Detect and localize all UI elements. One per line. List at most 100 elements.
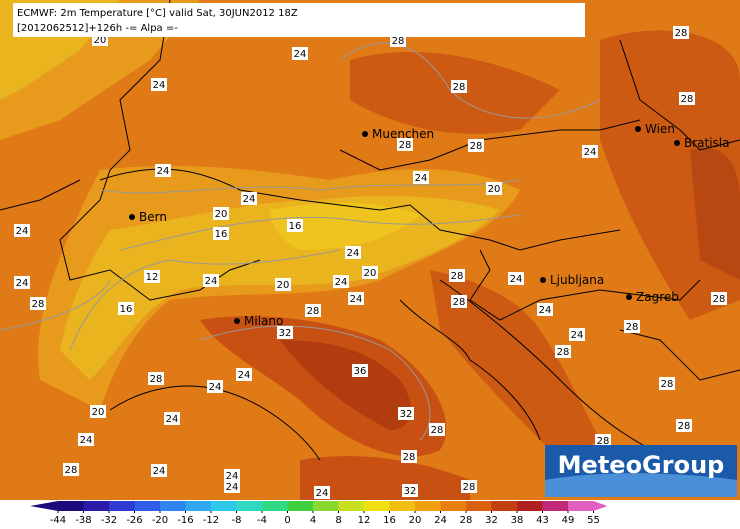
contour-label: 24 (153, 80, 166, 91)
contour-label: 20 (94, 35, 107, 46)
contour-label: 24 (350, 294, 363, 305)
contour-label: 36 (354, 366, 367, 377)
label-box (224, 469, 240, 482)
label-box (348, 292, 364, 305)
colorbar-label: -20 (152, 515, 168, 525)
contour-label: 20 (364, 268, 377, 279)
contour-label: 20 (488, 184, 501, 195)
label-box (63, 463, 79, 476)
contour-label: 24 (205, 276, 218, 287)
contour-label: 24 (209, 382, 222, 393)
label-box (287, 219, 303, 232)
colorbar-segment (466, 501, 492, 511)
contour-label: 24 (166, 414, 179, 425)
city-dot (626, 294, 632, 300)
colorbar-label: -12 (203, 515, 219, 525)
contour-label: 28 (392, 36, 405, 47)
label-box (555, 345, 571, 358)
colorbar-label: -38 (75, 515, 91, 525)
colorbar-segment (440, 501, 467, 511)
label-box (449, 269, 465, 282)
city-dot (635, 126, 641, 132)
colorbar-label: -16 (177, 515, 193, 525)
colorbar-label: -4 (257, 515, 267, 525)
contour-label: 24 (294, 49, 307, 60)
contour-label: 24 (226, 482, 239, 493)
colorbar-label: -44 (50, 515, 66, 525)
label-box (413, 171, 429, 184)
colorbar-label: 20 (409, 515, 422, 525)
label-box (537, 303, 553, 316)
contour-label: 16 (120, 304, 133, 315)
contour-label: 28 (399, 140, 412, 151)
contour-label: 28 (597, 436, 610, 447)
contour-label: 28 (626, 322, 639, 333)
label-box (569, 328, 585, 341)
colorbar-segment (160, 501, 186, 511)
contour-label: 28 (403, 452, 416, 463)
city-dot (540, 277, 546, 283)
contour-label: 28 (713, 294, 726, 305)
contour-label: 16 (215, 229, 228, 240)
contour-label: 28 (463, 482, 476, 493)
city-name: Wien (645, 122, 675, 136)
city-dot (129, 214, 135, 220)
header-line: ECMWF: 2m Temperature [°C] valid Sat, 30… (17, 8, 298, 19)
label-box (595, 434, 611, 447)
label-box (144, 270, 160, 283)
header-line: [2012062512]+126h -= Alpa =- (17, 23, 178, 34)
contour-label: 24 (226, 471, 239, 482)
contour-label: 28 (678, 421, 691, 432)
contours (0, 42, 601, 441)
label-box (429, 423, 445, 436)
contour-label: 28 (681, 94, 694, 105)
colorbar-segment (364, 501, 390, 511)
label-box (508, 272, 524, 285)
label-box (78, 433, 94, 446)
terrain (0, 0, 740, 500)
contour-label: 24 (539, 305, 552, 316)
label-box (203, 274, 219, 287)
label-box (213, 227, 229, 240)
colorbar-label: -32 (101, 515, 117, 525)
label-box (305, 304, 321, 317)
city-name: Bern (139, 210, 167, 224)
contour-label: 28 (453, 82, 466, 93)
label-box (292, 47, 308, 60)
label-box (164, 412, 180, 425)
city-dot (674, 140, 680, 146)
header-box (13, 3, 585, 37)
colorbar-segment (185, 501, 212, 511)
label-box (624, 320, 640, 333)
logo: MeteoGroup (558, 451, 725, 479)
colorbar-segment (491, 501, 518, 511)
colorbar-label: 28 (460, 515, 473, 525)
colorbar-segment (262, 501, 288, 511)
contour-label: 24 (415, 173, 428, 184)
contour-label: 28 (470, 141, 483, 152)
contour-label: 32 (404, 486, 417, 497)
contour-label: 24 (335, 277, 348, 288)
contour-label: 20 (277, 280, 290, 291)
label-box (241, 192, 257, 205)
colorbar-segment (517, 501, 543, 511)
label-box (151, 464, 167, 477)
label-box (486, 182, 502, 195)
colorbar-segment (415, 501, 441, 511)
label-box (468, 139, 484, 152)
label-box (711, 292, 727, 305)
city-name: Ljubljana (550, 273, 604, 287)
colorbar-label: -8 (232, 515, 242, 525)
city-dot (362, 131, 368, 137)
label-box (362, 266, 378, 279)
colorbar-segment (211, 501, 237, 511)
cities: Muenchen Wien Bratisla Bern Ljubljana Zagreb M… (129, 122, 730, 328)
label-box (679, 92, 695, 105)
contour-label: 28 (675, 28, 688, 39)
label-box (582, 145, 598, 158)
label-box (451, 80, 467, 93)
colorbar-label: 49 (562, 515, 575, 525)
label-box (461, 480, 477, 493)
